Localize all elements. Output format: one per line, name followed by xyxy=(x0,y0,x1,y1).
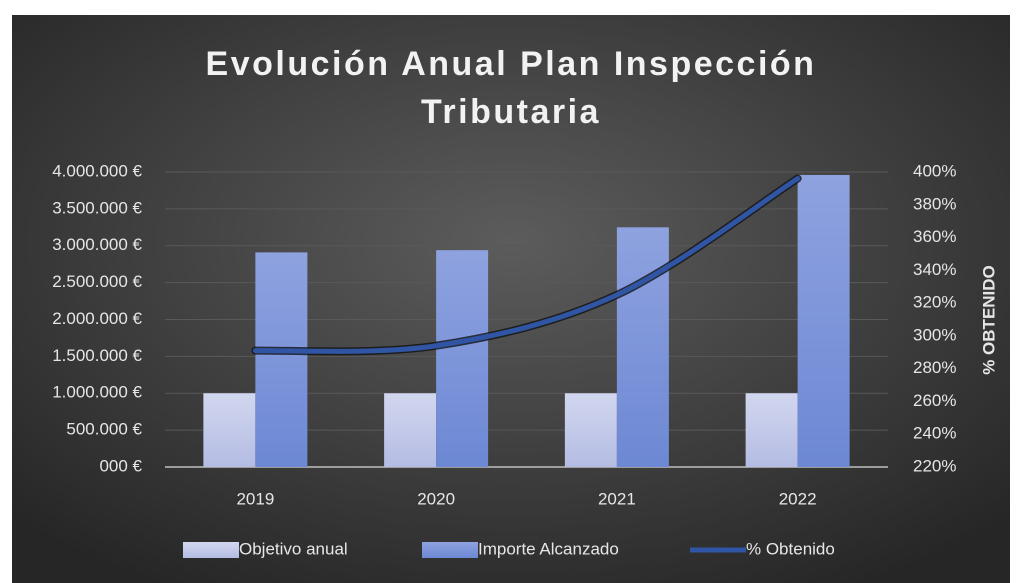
y-tick-label: 1.500.000 € xyxy=(52,346,142,365)
y2-tick-label: 300% xyxy=(913,325,956,344)
x-tick-label: 2020 xyxy=(417,489,455,508)
y-tick-label: 4.000.000 € xyxy=(52,161,142,180)
chart-title: Evolución Anual Plan Inspección Tributar… xyxy=(205,45,817,131)
bar xyxy=(436,250,489,467)
legend-label: % Obtenido xyxy=(746,539,835,558)
bar xyxy=(384,393,437,467)
bar xyxy=(797,174,850,467)
y2-tick-label: 360% xyxy=(913,227,956,246)
y-tick-label: 2.500.000 € xyxy=(52,272,142,291)
y2-tick-label: 400% xyxy=(913,161,956,180)
legend-label: Objetivo anual xyxy=(239,539,348,558)
y-tick-label: 500.000 € xyxy=(66,420,142,439)
y2-tick-label: 260% xyxy=(913,391,956,410)
x-tick-label: 2021 xyxy=(598,489,636,508)
y-tick-label: 3.500.000 € xyxy=(52,198,142,217)
y2-tick-label: 340% xyxy=(913,260,956,279)
y2-tick-label: 280% xyxy=(913,358,956,377)
bar xyxy=(564,393,617,467)
y2-tick-label: 380% xyxy=(913,194,956,213)
y2-tick-label: 240% xyxy=(913,424,956,443)
line xyxy=(252,176,801,354)
y-tick-label: 2.000.000 € xyxy=(52,309,142,328)
bar xyxy=(616,227,669,467)
y-tick-label: 1.000.000 € xyxy=(52,383,142,402)
bar xyxy=(255,252,308,467)
x-tick-label: 2019 xyxy=(236,489,274,508)
legend-label: Importe Alcanzado xyxy=(478,539,619,558)
bar xyxy=(203,393,256,467)
y2-axis-title: % OBTENIDO xyxy=(979,265,998,375)
y2-tick-label: 220% xyxy=(913,456,956,475)
y-tick-label: 000 € xyxy=(99,456,142,475)
bar xyxy=(745,393,798,467)
y2-tick-label: 320% xyxy=(913,293,956,312)
legend-swatch xyxy=(183,542,239,558)
y-tick-label: 3.000.000 € xyxy=(52,235,142,254)
legend-swatch xyxy=(422,542,478,558)
x-tick-label: 2022 xyxy=(779,489,817,508)
